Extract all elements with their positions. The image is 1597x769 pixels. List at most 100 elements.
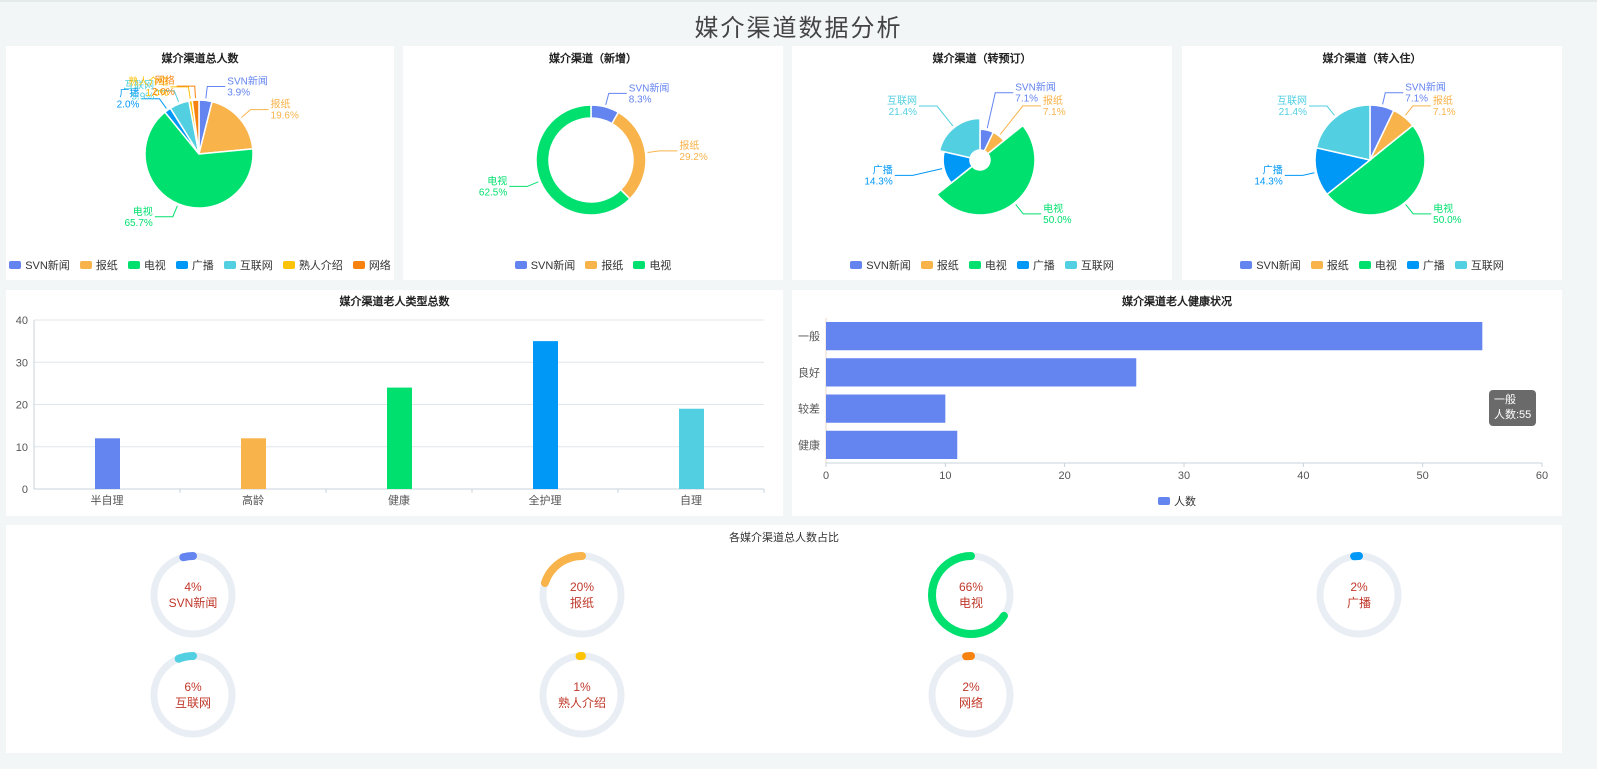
legend-item[interactable]: 互联网 (223, 257, 273, 273)
ring-label: 1% 熟人介绍 (532, 679, 632, 711)
y-tick: 10 (16, 442, 28, 454)
bar[interactable] (679, 408, 704, 489)
ring-label: 66% 电视 (921, 579, 1021, 611)
tooltip-name: 一般 (1494, 394, 1516, 406)
slice-value: 1.0% (146, 88, 169, 99)
slice-value: 7.1% (1433, 107, 1456, 118)
legend-item[interactable]: SVN新闻 (1240, 257, 1301, 273)
bar[interactable] (241, 438, 266, 489)
pie-chart-total[interactable]: SVN新闻3.9%报纸19.6%电视65.7%广播2.0%互联网5.9%熟人介绍… (6, 46, 394, 280)
legend-label: 互联网 (1080, 260, 1114, 272)
legend-item[interactable]: 广播 (1406, 257, 1445, 273)
slice-label: 互联网 (1277, 95, 1307, 107)
legend-label: 广播 (1032, 260, 1055, 272)
legend-item[interactable]: 报纸 (1310, 257, 1349, 273)
legend-item[interactable]: 报纸 (585, 257, 623, 273)
x-category-label: 全护理 (529, 493, 562, 507)
x-tick: 10 (939, 470, 951, 482)
legend-swatch (282, 261, 295, 269)
slice-label: SVN新闻 (1015, 81, 1056, 94)
tooltip: 一般 人数:55 (1489, 390, 1537, 426)
pie-slice[interactable] (935, 124, 1036, 216)
legend-item[interactable]: 电视 (1358, 257, 1397, 273)
ring-charts[interactable] (6, 525, 1562, 753)
ring-progress[interactable] (179, 552, 197, 562)
legend-swatch (352, 261, 365, 269)
slice-label: 广播 (873, 163, 893, 176)
bar[interactable] (387, 387, 412, 489)
pie-slice[interactable] (610, 111, 647, 200)
x-tick: 60 (1536, 470, 1548, 482)
slice-value: 50.0% (1043, 215, 1071, 226)
pie-slice[interactable] (938, 117, 981, 159)
legend-item[interactable]: SVN新闻 (850, 257, 911, 273)
bar[interactable] (533, 341, 558, 489)
legend-item[interactable]: 电视 (127, 257, 166, 273)
ring-progress[interactable] (540, 552, 586, 587)
legend-item[interactable]: 互联网 (1454, 257, 1504, 273)
legend-swatch (514, 261, 527, 269)
bar-chart-elder-types[interactable]: 0 10 20 30 40 半自理 高龄 健康 全护理 自理 (6, 290, 783, 516)
slice-value: 7.1% (1405, 94, 1428, 105)
bar[interactable] (826, 394, 946, 423)
legend-item[interactable]: SVN新闻 (514, 257, 575, 273)
legend-swatch (1406, 261, 1419, 269)
ring-progress[interactable] (928, 552, 1008, 638)
pie-slice[interactable] (1315, 104, 1371, 161)
pie-slice[interactable] (191, 99, 200, 155)
legend-item[interactable]: 熟人介绍 (282, 257, 343, 273)
slice-value: 3.9% (227, 88, 250, 99)
bar[interactable] (826, 358, 1137, 387)
slice-label: 电视 (1433, 202, 1453, 215)
legend-label: 电视 (143, 260, 166, 272)
legend-item[interactable]: 电视 (633, 257, 671, 273)
ring-percent: 2% (962, 680, 980, 694)
pie-slice[interactable] (1314, 146, 1372, 196)
panel-elder-types-bar: 媒介渠道老人类型总数 0 10 20 30 40 半自理 高龄 健康 全护理 自理 (6, 290, 783, 516)
panel-new-donut: 媒介渠道（新增） SVN新闻 8.3% 报纸 29.2% 电视 62.5% SVN新闻 报纸… (403, 46, 783, 280)
legend-item[interactable]: 报纸 (920, 257, 959, 273)
y-tick: 0 (22, 484, 28, 496)
legend-label: 互联网 (239, 260, 273, 272)
pie-slice[interactable] (198, 100, 254, 155)
legend-item[interactable]: SVN新闻 (9, 257, 70, 273)
legend-item[interactable]: 广播 (1016, 257, 1055, 273)
legend-item[interactable]: 人数 (1158, 493, 1196, 509)
legend-swatch (9, 261, 22, 269)
x-tick: 0 (823, 470, 829, 482)
ring-percent: 66% (958, 580, 984, 594)
bar[interactable] (95, 438, 120, 489)
legend-label: SVN新闻 (25, 260, 70, 272)
legend-item[interactable]: 报纸 (79, 257, 118, 273)
x-tick: 30 (1178, 470, 1190, 482)
slice-label: 广播 (119, 87, 139, 100)
y-tick: 40 (16, 315, 28, 327)
pie-slice[interactable] (535, 104, 631, 216)
ring-label: 6% 互联网 (143, 679, 243, 711)
pie-slice[interactable] (1325, 124, 1426, 216)
ring-name: 互联网 (174, 696, 211, 710)
slice-label: 电视 (1043, 202, 1063, 215)
ring-name: 电视 (958, 596, 983, 610)
slice-value: 14.3% (864, 176, 892, 187)
slice-value: 14.3% (1254, 176, 1282, 187)
slice-label: 报纸 (679, 139, 699, 152)
legend-item[interactable]: 互联网 (1064, 257, 1114, 273)
bar[interactable] (826, 430, 958, 459)
bar[interactable] (826, 322, 1483, 351)
legend[interactable]: 人数 (792, 493, 1562, 509)
legend-item[interactable]: 网络 (352, 257, 391, 273)
legend-item[interactable]: 电视 (968, 257, 1007, 273)
pie-slice[interactable] (144, 111, 254, 209)
legend-label: 网络 (368, 260, 391, 272)
slice-label: SVN新闻 (227, 75, 268, 88)
slice-label: 电视 (133, 205, 153, 218)
legend-swatch (1240, 261, 1253, 269)
legend-item[interactable]: 广播 (175, 257, 214, 273)
ring-progress[interactable] (174, 652, 197, 663)
slice-label: 互联网 (887, 95, 917, 107)
